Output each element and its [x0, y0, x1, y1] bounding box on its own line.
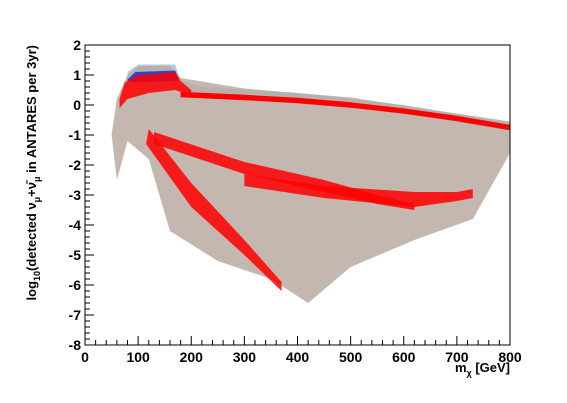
y-axis-title-d: in ANTARES per 3yr)	[24, 45, 39, 176]
x-tick-label: 700	[445, 349, 469, 365]
series-red-line-3	[180, 91, 511, 131]
series-red-band-5	[146, 129, 282, 291]
series-red-band-4	[119, 72, 192, 108]
x-axis-title-unit: [GeV]	[472, 360, 510, 375]
y-tick-label: -4	[69, 217, 82, 233]
y-axis-title-a-sub: 10	[32, 271, 42, 281]
x-tick-label: 800	[498, 349, 522, 365]
ticks-layer: 0 100 200 300 400 500 600 700 800 -8 -7 -6 -5 -4 -3 -2 -…	[69, 37, 522, 365]
y-tick-label: -6	[69, 277, 82, 293]
x-axis-title: mχ [GeV]	[455, 360, 510, 378]
y-tick-label: -2	[69, 157, 82, 173]
y-axis-title: log10(detected νμ+ν̄μ in ANTARES per 3yr…	[24, 45, 42, 300]
y-axis-title-a: log	[24, 281, 39, 301]
x-axis-title-sub: χ	[467, 368, 473, 378]
y-tick-label: -5	[69, 247, 82, 263]
y-tick-label: 2	[73, 37, 81, 53]
y-tick-label: 0	[73, 97, 81, 113]
x-tick-label: 500	[339, 349, 363, 365]
y-tick-label: -7	[69, 307, 82, 323]
series-red-band-7	[244, 174, 473, 207]
y-tick-label: -8	[69, 337, 82, 353]
x-tick-label: 200	[180, 349, 204, 365]
x-axis-title-main: m	[455, 360, 467, 375]
y-axis-title-b: (detected ν	[24, 202, 39, 271]
y-axis-title-b-sub: μ	[32, 197, 42, 203]
x-tick-label: 600	[392, 349, 416, 365]
y-tick-label: -1	[69, 127, 82, 143]
y-axis-title-c: +ν̄	[24, 180, 39, 197]
x-tick-label: 400	[286, 349, 310, 365]
y-axis-title-c-sub: μ	[32, 176, 42, 182]
y-tick-label: 1	[73, 67, 81, 83]
x-tick-label: 100	[126, 349, 150, 365]
data-layer	[111, 64, 511, 303]
x-tick-label: 300	[233, 349, 257, 365]
y-tick-label: -3	[69, 187, 82, 203]
x-tick-label: 0	[81, 349, 89, 365]
